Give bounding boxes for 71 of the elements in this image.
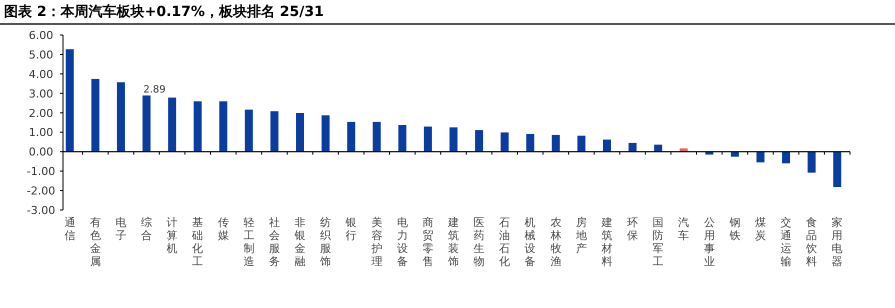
x-tick-label: 轻工制造 [243, 216, 254, 268]
bar [142, 95, 151, 152]
x-tick-label: 社会服务 [268, 216, 280, 268]
x-tick-label: 计算机 [166, 216, 178, 255]
bar [347, 122, 356, 152]
x-tick-label: 银行 [344, 216, 357, 242]
y-tick-label: 5.00 [28, 48, 54, 62]
bar [322, 115, 330, 152]
bar [808, 152, 816, 173]
x-tick-label: 建筑装饰 [447, 216, 459, 268]
y-tick-label: 0.00 [28, 146, 54, 159]
bar [552, 134, 560, 152]
bar [782, 152, 790, 164]
x-tick-label: 医药生物 [474, 216, 485, 268]
bar [577, 136, 586, 152]
x-tick-label: 石油石化 [499, 216, 510, 268]
x-tick-label: 家用电器 [832, 216, 843, 268]
x-tick-label: 公用事业 [704, 216, 715, 268]
bar [270, 111, 278, 152]
x-tick-label: 有色金属 [90, 216, 101, 268]
bar [244, 110, 253, 152]
bar [219, 101, 228, 152]
x-tick-label: 房地产 [574, 216, 587, 255]
y-tick-label: -3.00 [26, 204, 56, 217]
x-tick-label: 传媒 [218, 216, 229, 242]
bar [372, 122, 381, 152]
chart-title: 图表 2：本周汽车板块+0.17%，板块排名 25/31 [4, 3, 324, 20]
bar [450, 127, 458, 152]
y-tick-label: 3.00 [28, 87, 54, 100]
bar [398, 125, 406, 152]
x-tick-label: 煤炭 [754, 216, 766, 242]
x-tick-label: 汽车 [678, 216, 690, 242]
bar [654, 144, 662, 152]
bar [500, 132, 509, 152]
bar [116, 82, 125, 152]
bar [66, 49, 74, 152]
x-tick-label: 电力设备 [396, 216, 408, 268]
x-tick-label: 交通运输 [780, 216, 792, 268]
y-tick-label: 4.00 [28, 68, 54, 81]
bar [194, 101, 202, 152]
y-tick-label: 1.00 [28, 126, 54, 140]
bar [91, 78, 100, 152]
x-tick-label: 钢铁 [728, 216, 740, 242]
x-tick-label: 通信 [64, 216, 76, 242]
x-tick-label: 美容护理 [370, 216, 382, 268]
x-tick-label: 基础化工 [191, 216, 204, 268]
x-tick-label: 国防军工 [652, 216, 664, 268]
bar [475, 130, 484, 152]
bar [296, 112, 304, 152]
bar [168, 98, 176, 152]
x-tick-label: 建筑材料 [600, 216, 612, 268]
bar [526, 134, 534, 152]
y-tick-label: 6.00 [28, 29, 54, 42]
bar [833, 152, 842, 188]
x-tick-label: 环保 [627, 216, 638, 242]
bar [602, 140, 611, 152]
x-tick-label: 非银金融 [294, 216, 306, 268]
bar [628, 142, 637, 152]
bar [756, 152, 764, 162]
x-tick-label: 食品饮料 [805, 216, 818, 268]
data-label: 2.89 [143, 84, 166, 96]
x-tick-label: 纺织服饰 [319, 216, 332, 268]
x-tick-label: 电子 [115, 216, 126, 242]
y-tick-label: -2.00 [26, 184, 56, 198]
y-tick-label: -1.00 [26, 165, 56, 178]
x-tick-label: 农林牧渔 [549, 216, 562, 268]
x-tick-label: 综合 [141, 216, 152, 242]
bar [424, 126, 432, 152]
x-tick-label: 机械设备 [524, 216, 536, 268]
y-tick-label: 2.00 [28, 106, 54, 120]
x-tick-label: 商贸零售 [422, 216, 434, 268]
